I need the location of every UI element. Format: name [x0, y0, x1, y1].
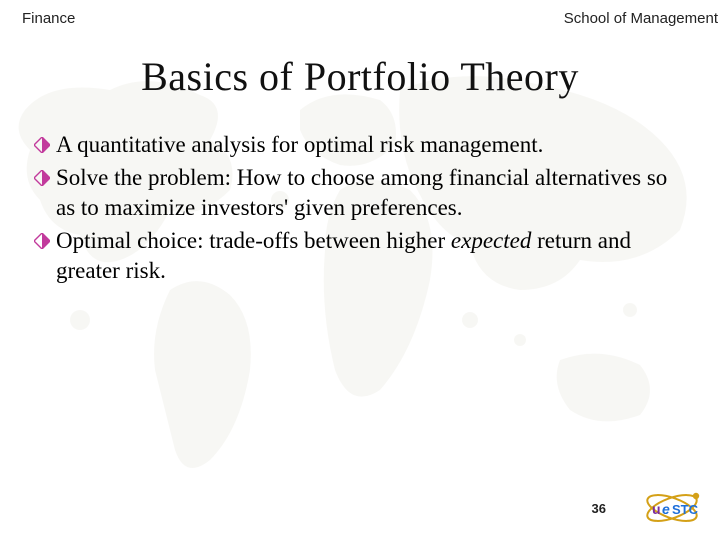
slide-footer: 36 u e STC: [0, 488, 720, 528]
header-right-label: School of Management: [564, 10, 718, 27]
bullet-text: Optimal choice: trade-offs between highe…: [56, 226, 690, 285]
bullet-item: Optimal choice: trade-offs between highe…: [34, 226, 690, 285]
header-left-label: Finance: [22, 10, 75, 27]
slide-title: Basics of Portfolio Theory: [0, 53, 720, 100]
diamond-bullet-icon: [34, 233, 50, 249]
bullet-text: A quantitative analysis for optimal risk…: [56, 130, 690, 159]
bullet-text: Solve the problem: How to choose among f…: [56, 163, 690, 222]
svg-text:STC: STC: [672, 502, 699, 517]
page-number: 36: [592, 501, 606, 516]
bullet-em: expected: [451, 228, 531, 253]
svg-text:u: u: [652, 501, 661, 517]
uestc-logo: u e STC: [642, 488, 706, 528]
slide-body: A quantitative analysis for optimal risk…: [34, 130, 690, 285]
svg-text:e: e: [662, 501, 670, 517]
diamond-bullet-icon: [34, 137, 50, 153]
bullet-pre: A quantitative analysis for optimal risk…: [56, 132, 543, 157]
bullet-pre: Optimal choice: trade-offs between highe…: [56, 228, 451, 253]
bullet-pre: Solve the problem: How to choose among f…: [56, 165, 667, 219]
bullet-item: Solve the problem: How to choose among f…: [34, 163, 690, 222]
slide-header: Finance School of Management: [0, 0, 720, 27]
diamond-bullet-icon: [34, 170, 50, 186]
bullet-item: A quantitative analysis for optimal risk…: [34, 130, 690, 159]
